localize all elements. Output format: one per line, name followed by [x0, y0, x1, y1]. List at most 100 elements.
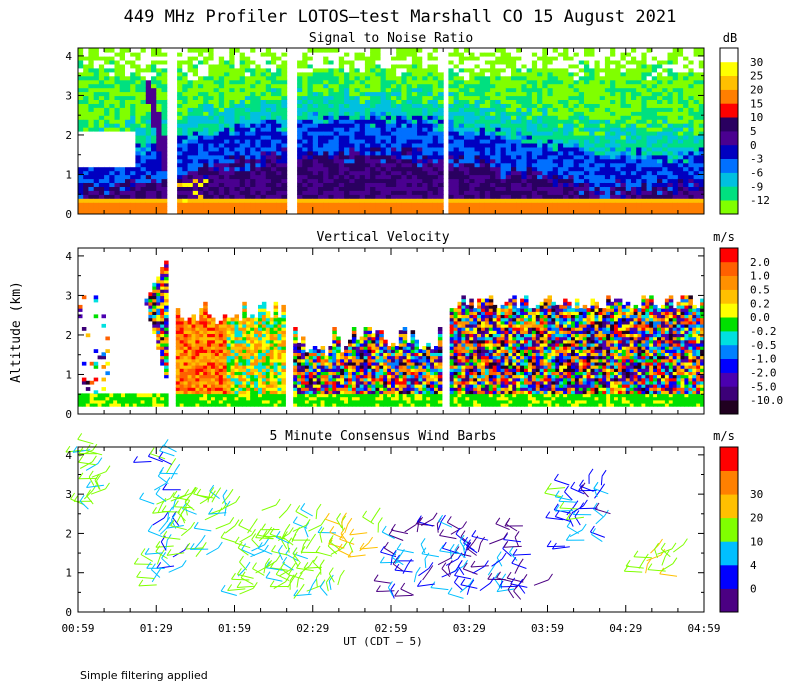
snr-cell — [698, 119, 704, 124]
snr-cell — [552, 107, 559, 112]
snr-cell — [625, 67, 632, 73]
snr-cell — [140, 186, 147, 191]
snr-cell — [354, 206, 361, 211]
snr-cell — [229, 206, 236, 211]
snr-cell — [271, 131, 277, 136]
snr-cell — [537, 210, 543, 214]
snr-cell — [537, 127, 543, 132]
snr-cell — [427, 198, 434, 203]
snr-cell — [427, 190, 434, 195]
snr-cell — [432, 52, 439, 57]
snr-cell — [636, 111, 642, 116]
snr-cell — [511, 131, 517, 136]
snr-cell — [182, 79, 189, 85]
snr-cell — [631, 71, 637, 77]
snr-cell — [396, 154, 402, 160]
snr-cell — [688, 146, 695, 152]
snr-cell — [349, 135, 356, 140]
snr-cell — [620, 150, 627, 156]
snr-cell — [109, 95, 116, 100]
snr-cell — [636, 75, 642, 81]
snr-cell — [145, 206, 152, 211]
snr-cell — [479, 55, 486, 61]
snr-cell — [234, 67, 241, 73]
snr-cell — [625, 63, 632, 69]
snr-cell — [500, 52, 507, 57]
snr-cell — [244, 158, 251, 164]
snr-cell — [234, 210, 241, 214]
snr-cell — [599, 146, 606, 152]
snr-cell — [693, 75, 700, 81]
snr-cell — [505, 95, 512, 100]
snr-cell — [302, 131, 309, 136]
snr-cell — [568, 59, 575, 65]
snr-cell — [672, 174, 679, 180]
snr-cell — [458, 202, 465, 207]
snr-cell — [657, 135, 663, 140]
snr-cell — [323, 75, 329, 81]
snr-cell — [140, 127, 147, 132]
snr-cell — [229, 202, 236, 207]
snr-cell — [83, 162, 89, 168]
snr-cell — [244, 150, 251, 156]
snr-cell — [224, 83, 230, 89]
snr-cell — [312, 115, 319, 120]
snr-cell — [229, 123, 236, 128]
snr-cell — [657, 99, 663, 104]
snr-cell — [688, 91, 695, 97]
snr-cell — [344, 52, 350, 57]
snr-cell — [244, 162, 251, 168]
snr-cell — [375, 103, 382, 108]
snr-cell — [688, 198, 695, 203]
snr-cell — [432, 48, 439, 53]
snr-cell — [323, 206, 329, 211]
snr-cell — [385, 83, 392, 89]
snr-cell — [151, 154, 157, 160]
snr-cell — [370, 146, 376, 152]
snr-cell — [229, 178, 236, 183]
snr-cell — [234, 52, 241, 57]
snr-cell — [631, 158, 637, 164]
snr-cell — [391, 79, 397, 85]
snr-cell — [328, 162, 335, 168]
snr-cell — [244, 166, 251, 172]
snr-cell — [537, 170, 543, 176]
snr-cell — [297, 79, 303, 85]
snr-cell — [672, 162, 679, 168]
snr-cell — [651, 142, 658, 148]
snr-cell — [130, 202, 136, 207]
snr-cell — [500, 186, 507, 191]
snr-cell — [458, 99, 465, 104]
snr-cell — [375, 166, 382, 172]
snr-cell — [182, 111, 189, 116]
snr-cell — [594, 186, 601, 191]
snr-cell — [318, 162, 324, 168]
snr-cell — [218, 182, 225, 187]
snr-cell — [427, 115, 434, 120]
snr-cell — [406, 198, 413, 203]
snr-cell — [573, 107, 580, 112]
snr-cell — [151, 67, 157, 73]
snr-cell — [323, 146, 329, 152]
snr-cell — [385, 95, 392, 100]
snr-cell — [333, 111, 340, 116]
snr-cell — [229, 115, 236, 120]
snr-cell — [208, 190, 215, 195]
snr-cell — [302, 52, 309, 57]
snr-cell — [500, 206, 507, 211]
snr-cell — [151, 135, 157, 140]
snr-cell — [156, 111, 163, 116]
snr-cell — [229, 99, 236, 104]
snr-cell — [385, 67, 392, 73]
snr-cell — [474, 198, 481, 203]
snr-cell — [156, 95, 163, 100]
snr-cell — [411, 166, 418, 172]
snr-cell — [505, 91, 512, 97]
snr-cell — [187, 111, 194, 116]
snr-cell — [338, 154, 345, 160]
snr-cell — [349, 83, 356, 89]
snr-cell — [578, 198, 585, 203]
snr-cell — [125, 158, 131, 164]
snr-cell — [458, 103, 465, 108]
snr-cell — [531, 63, 538, 69]
